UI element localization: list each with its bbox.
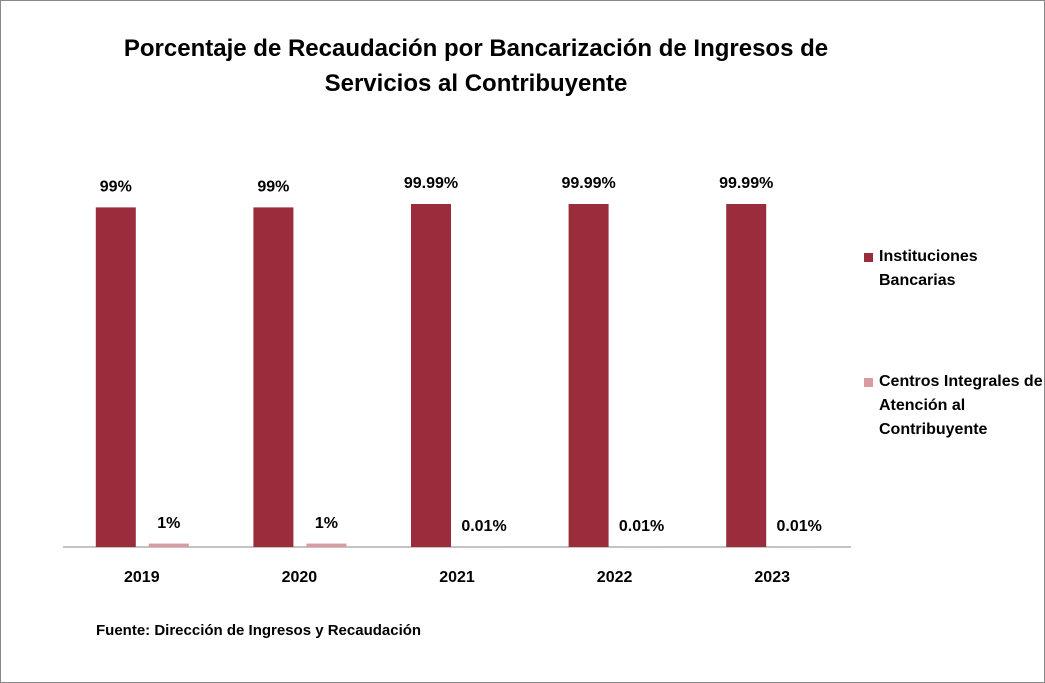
bar: [253, 207, 294, 547]
value-label: 99.99%: [404, 175, 458, 192]
bar: [95, 207, 136, 547]
value-label: 1%: [157, 515, 180, 532]
legend-label: Instituciones Bancarias: [879, 248, 978, 289]
chart-title: Porcentaje de Recaudación por Bancarizac…: [123, 35, 829, 97]
value-label: 1%: [315, 515, 338, 532]
x-tick-label: 2020: [282, 569, 318, 586]
source-note: Fuente: Dirección de Ingresos y Recaudac…: [96, 622, 422, 639]
x-tick-label: 2023: [754, 569, 790, 586]
legend-swatch: [864, 378, 873, 387]
value-label: 99.99%: [561, 175, 615, 192]
legend-label: Centros Integrales de Atención al Contri…: [879, 373, 1043, 438]
value-label: 99%: [257, 179, 289, 196]
value-label: 0.01%: [777, 518, 822, 535]
x-tick-label: 2021: [439, 569, 475, 586]
value-label: 0.01%: [461, 518, 506, 535]
x-tick-label: 2019: [124, 569, 160, 586]
value-label: 99%: [100, 179, 132, 196]
bar: [726, 204, 767, 547]
bar: [568, 204, 609, 547]
legend-swatch: [864, 253, 873, 262]
value-label: 99.99%: [719, 175, 773, 192]
value-label: 0.01%: [619, 518, 664, 535]
x-tick-label: 2022: [597, 569, 633, 586]
bar: [306, 543, 347, 547]
bar: [148, 543, 189, 547]
bar: [411, 204, 451, 547]
